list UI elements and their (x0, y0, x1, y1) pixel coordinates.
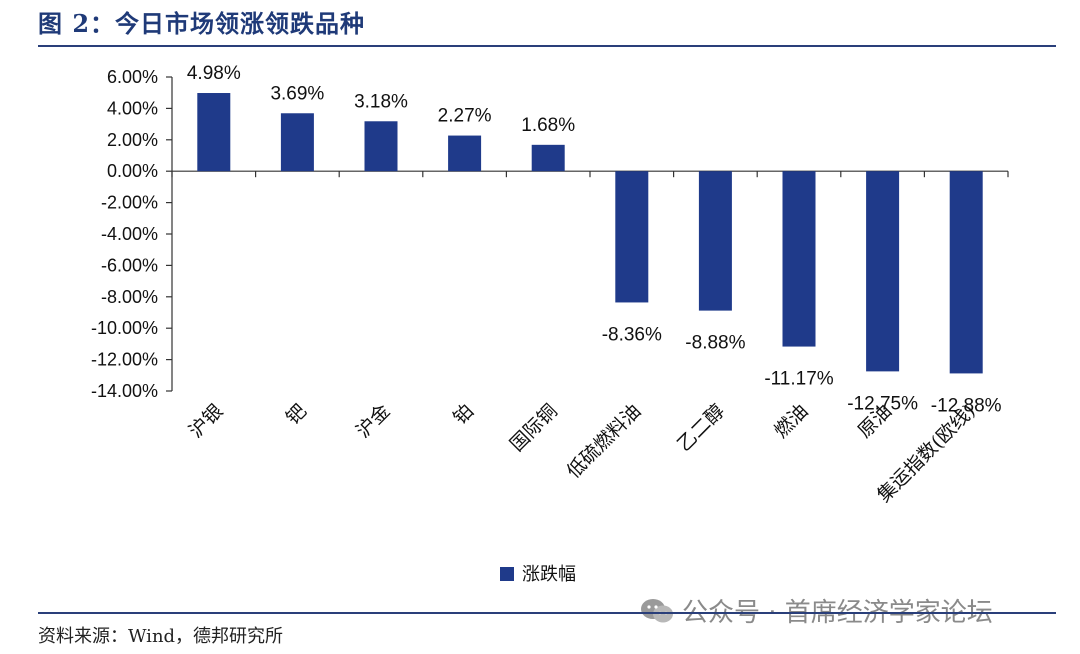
bar (280, 113, 314, 172)
watermark-text: 公众号 · 首席经济学家论坛 (682, 598, 993, 628)
bar (949, 171, 983, 374)
data-label: 3.18% (354, 91, 408, 112)
title-rule (38, 45, 1056, 47)
wechat-icon (641, 598, 673, 622)
data-label: 1.68% (521, 115, 575, 136)
y-tick-label: 4.00% (107, 98, 158, 118)
category-label: 乙二醇 (673, 400, 729, 456)
y-tick-label: -8.00% (101, 287, 158, 307)
data-label: 4.98% (187, 63, 241, 84)
bar (698, 171, 732, 311)
bar (615, 171, 649, 303)
category-label: 燃油 (770, 400, 812, 442)
bar (531, 144, 565, 172)
legend-swatch (500, 567, 514, 581)
y-tick-label: -12.00% (91, 350, 158, 370)
category-label: 沪金 (352, 400, 394, 442)
watermark: 公众号 · 首席经济学家论坛 (640, 592, 993, 629)
bar-chart: 6.00% 4.00% 2.00% 0.00% -2.00% -4.00% -6.00% -8… (91, 63, 1009, 585)
data-label: -12.88% (931, 395, 1002, 416)
legend-label: 涨跌幅 (522, 564, 576, 585)
bar (448, 135, 482, 172)
source-note: 资料来源：Wind，德邦研究所 (38, 626, 284, 647)
y-tick-label: 6.00% (107, 67, 158, 87)
bar (866, 171, 900, 372)
category-label: 国际铜 (506, 400, 562, 456)
category-label: 沪银 (185, 400, 227, 442)
y-tick-label: 2.00% (107, 130, 158, 150)
y-tick-label: -10.00% (91, 318, 158, 338)
category-label: 铂 (449, 400, 478, 429)
data-label: 3.69% (270, 83, 324, 104)
bar (197, 93, 231, 172)
y-tick-label: -2.00% (101, 193, 158, 213)
y-tick-label: -4.00% (101, 224, 158, 244)
bar (364, 121, 398, 172)
y-tick-label: -14.00% (91, 381, 158, 401)
category-label: 钯 (282, 400, 311, 429)
data-label: -11.17% (764, 369, 833, 390)
data-label: -8.88% (685, 333, 745, 354)
figure-title: 图 2：今日市场领涨领跌品种 (38, 9, 366, 38)
y-tick-label: 0.00% (107, 161, 158, 181)
bar (782, 171, 816, 347)
footer-rule (38, 612, 1056, 614)
data-label: -8.36% (602, 324, 662, 345)
y-tick-label: -6.00% (101, 255, 158, 275)
data-label: 2.27% (438, 106, 492, 127)
data-label: -12.75% (847, 393, 918, 414)
category-label: 低硫燃料油 (563, 400, 646, 483)
